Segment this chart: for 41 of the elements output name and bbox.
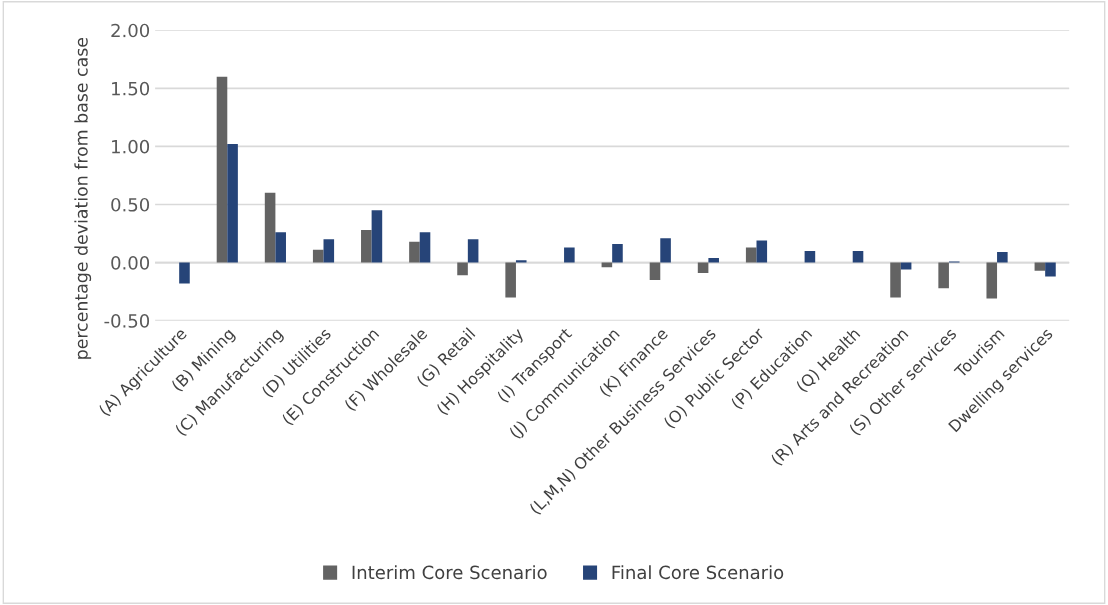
bar (457, 262, 468, 276)
bar (890, 262, 901, 298)
y-tick-label: 1.00 (112, 139, 150, 154)
bar (1045, 262, 1056, 277)
y-tick-label: 1.50 (112, 81, 150, 96)
bar (1034, 262, 1046, 271)
y-tick-label: 2.00 (111, 23, 150, 38)
bar (697, 262, 709, 274)
y-tick-label: -0.50 (104, 314, 150, 328)
bar (986, 262, 998, 299)
bar (612, 243, 623, 263)
legend-label: Interim Core Scenario (352, 565, 547, 580)
bar (361, 230, 372, 263)
bar (852, 250, 864, 263)
bar (708, 257, 719, 263)
bar (505, 262, 516, 298)
bar (938, 262, 949, 289)
bar (312, 249, 324, 263)
y-tick-label: 0.50 (111, 197, 150, 212)
bar (515, 260, 527, 263)
bar (323, 239, 335, 263)
bar (745, 247, 757, 263)
bar (409, 241, 420, 263)
bar (756, 240, 768, 263)
bar (467, 239, 479, 263)
bar (804, 250, 816, 263)
y-tick-label: 0.00 (111, 256, 150, 270)
bar (660, 238, 671, 263)
bar (419, 232, 431, 263)
bar (264, 192, 276, 263)
bar (900, 262, 912, 270)
bar (275, 232, 286, 263)
y-axis-title: percentage deviation from base case (74, 37, 92, 359)
bar (371, 210, 383, 263)
bar (997, 252, 1008, 263)
bar (179, 262, 190, 284)
bar (649, 262, 661, 280)
bar (564, 247, 575, 263)
legend-label: Final Core Scenario (612, 565, 784, 580)
bar (216, 76, 228, 263)
bar (227, 144, 238, 263)
